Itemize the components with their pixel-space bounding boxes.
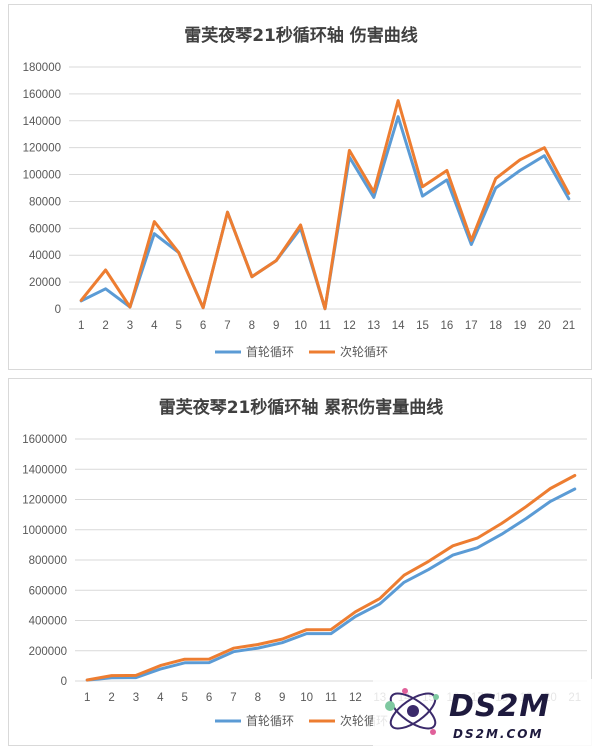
legend-label-first-round: 首轮循环 [246, 714, 294, 728]
y-tick-label: 80000 [29, 196, 61, 208]
damage-chart: 雷芙夜琴21秒循环轴 伤害曲线 0 20000 40000 60000 80000 100… [23, 25, 581, 359]
x-tick-label: 5 [176, 320, 182, 332]
x-tick-label: 1 [78, 320, 84, 332]
x-tick-label: 11 [319, 320, 331, 332]
x-tick-label: 4 [151, 320, 158, 332]
x-tick-label: 8 [249, 320, 255, 332]
legend-label-first-round: 首轮循环 [246, 345, 294, 359]
x-tick-label: 7 [224, 320, 230, 332]
y-tick-label: 800000 [29, 555, 67, 567]
chart-legend: 首轮循环 次轮循环 [215, 345, 388, 359]
y-tick-label: 40000 [29, 250, 61, 262]
y-tick-label: 160000 [23, 89, 61, 101]
x-tick-label: 16 [441, 320, 454, 332]
x-tick-label: 17 [465, 320, 478, 332]
cumulative-chart-panel: 雷芙夜琴21秒循环轴 累积伤害量曲线 0 200000 400000 600000 80… [8, 378, 593, 747]
y-tick-label: 1000000 [22, 525, 67, 537]
x-tick-label: 2 [102, 320, 108, 332]
y-tick-label: 120000 [23, 143, 61, 155]
x-tick-label: 11 [325, 692, 337, 704]
x-tick-label: 21 [562, 320, 575, 332]
x-tick-label: 3 [127, 320, 133, 332]
x-tick-label: 13 [367, 320, 380, 332]
y-tick-label: 60000 [29, 223, 61, 235]
x-tick-label: 18 [489, 320, 502, 332]
series-line-second-round [79, 99, 571, 311]
y-tick-label: 100000 [23, 170, 61, 182]
x-tick-label: 19 [514, 320, 527, 332]
x-tick-label: 6 [206, 692, 212, 704]
x-tick-label: 7 [230, 692, 236, 704]
y-tick-label: 0 [61, 676, 67, 688]
x-tick-label: 9 [279, 692, 285, 704]
x-tick-label: 15 [416, 320, 429, 332]
chart-title: 雷芙夜琴21秒循环轴 伤害曲线 [184, 25, 418, 46]
x-tick-label: 4 [157, 692, 164, 704]
x-tick-label: 12 [349, 692, 362, 704]
y-tick-label: 1400000 [22, 464, 67, 476]
x-tick-label: 8 [255, 692, 261, 704]
y-tick-label: 600000 [29, 585, 67, 597]
damage-chart-panel: 雷芙夜琴21秒循环轴 伤害曲线 0 20000 40000 60000 80000 100… [8, 4, 592, 370]
x-tick-label: 10 [294, 320, 307, 332]
x-tick-label: 9 [273, 320, 279, 332]
series-line-first-round [79, 115, 571, 311]
series-line-second-round [85, 474, 577, 682]
chart-title: 雷芙夜琴21秒循环轴 累积伤害量曲线 [159, 397, 444, 418]
series-line-first-round [85, 487, 577, 682]
legend-label-second-round: 次轮循环 [340, 345, 388, 359]
y-tick-label: 1600000 [22, 434, 67, 446]
x-tick-label: 20 [538, 320, 551, 332]
y-tick-label: 20000 [29, 277, 61, 289]
ds2m-watermark: DS2M DS2M.COM [373, 679, 593, 747]
watermark-url-text: DS2M.COM [453, 727, 543, 741]
atom-logo-icon [385, 688, 439, 735]
x-tick-label: 3 [133, 692, 139, 704]
cumulative-chart: 雷芙夜琴21秒循环轴 累积伤害量曲线 0 200000 400000 600000 80… [22, 397, 593, 747]
y-tick-label: 400000 [29, 616, 67, 628]
y-tick-label: 140000 [23, 116, 61, 128]
x-tick-label: 10 [300, 692, 313, 704]
x-tick-label: 1 [84, 692, 90, 704]
x-tick-label: 2 [108, 692, 114, 704]
watermark-logo-text: DS2M [449, 689, 550, 724]
x-tick-label: 5 [182, 692, 188, 704]
x-tick-label: 14 [392, 320, 405, 332]
y-tick-label: 0 [55, 304, 61, 316]
x-tick-label: 6 [200, 320, 206, 332]
y-tick-label: 200000 [29, 646, 67, 658]
y-tick-label: 180000 [23, 62, 61, 74]
chart-legend: 首轮循环 次轮循环 [215, 714, 388, 728]
y-tick-label: 1200000 [22, 495, 67, 507]
x-tick-label: 12 [343, 320, 356, 332]
